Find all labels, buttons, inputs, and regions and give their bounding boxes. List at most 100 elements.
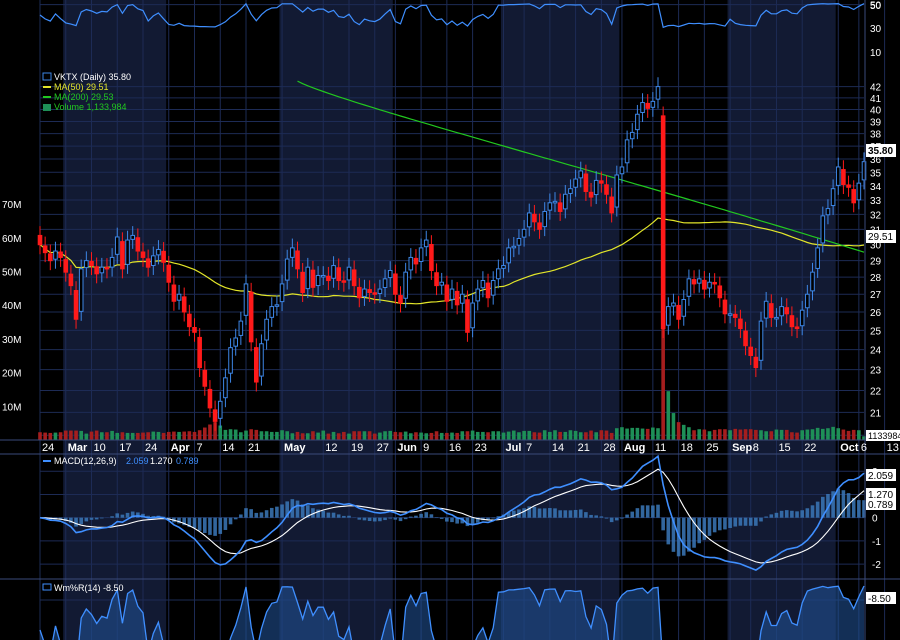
macd-histogram-bar [759, 517, 763, 522]
macd-value-boxes: 2.059 1.270 0.789 [866, 469, 896, 511]
macd-histogram-bar [645, 505, 650, 518]
x-tick-label: Jul [506, 442, 522, 454]
macd-histogram-bar [857, 500, 861, 518]
price-tick-label: 25 [870, 326, 882, 337]
macd-legend-name: MACD(12,26,9) [54, 456, 117, 466]
candle-body [228, 347, 233, 374]
macd-histogram-bar [656, 504, 660, 518]
candle-body [372, 292, 378, 295]
macd-histogram-bar [120, 514, 125, 518]
volume-bar [475, 431, 480, 440]
price-tick-label: 40 [870, 106, 882, 117]
candle-body [161, 250, 166, 263]
volume-bar [805, 429, 810, 440]
macd-histogram-bar [347, 515, 351, 518]
hist-value-box-bg [866, 498, 896, 510]
x-tick-label: 25 [706, 442, 718, 454]
x-tick-label: 21 [248, 442, 260, 454]
candle-body [712, 281, 717, 285]
candle-body [851, 189, 857, 204]
macd-histogram-bar [259, 512, 264, 518]
candle-body [135, 237, 141, 252]
volume-bar [486, 432, 490, 440]
volume-bar [130, 432, 135, 440]
volume-bar [573, 430, 578, 440]
volume-bar [537, 432, 542, 440]
volume-bar [372, 433, 377, 440]
candle-body [650, 100, 656, 108]
candle-body [326, 275, 331, 282]
volume-bar [501, 432, 506, 440]
hist-value: 0.789 [868, 500, 893, 511]
candle-body [68, 273, 74, 287]
volume-bar [563, 431, 568, 440]
price-tick-label: 28 [870, 273, 882, 284]
volume-bar [94, 430, 99, 440]
volume-bar [712, 429, 717, 440]
candle-body [665, 306, 671, 326]
volume-bar [707, 431, 712, 440]
candle-body [485, 282, 491, 299]
macd-histogram-bar [681, 517, 686, 556]
macd-histogram-bar [836, 488, 841, 518]
volume-bar [723, 429, 727, 440]
price-tick-label: 50 [870, 1, 882, 12]
macd-histogram-bar [177, 517, 181, 524]
candle-body [732, 313, 738, 318]
candle-body [413, 257, 419, 265]
macd-histogram-bar [810, 505, 815, 518]
x-tick-label: 11 [655, 442, 666, 454]
macd-histogram-bar [218, 517, 223, 534]
macd-value: 2.059 [868, 471, 893, 482]
macd-histogram-bar [671, 517, 676, 552]
macd-histogram-bar [460, 517, 465, 524]
macd-histogram-bar [738, 517, 743, 526]
price-tick-label: 23 [870, 366, 882, 377]
volume-tick-label: 10M [2, 402, 21, 413]
macd-histogram-bar [548, 508, 552, 518]
macd-histogram-bar [228, 517, 233, 525]
x-tick-label: 7 [197, 442, 203, 454]
candle-body [547, 202, 553, 211]
volume-bar [197, 430, 202, 440]
candle-body [799, 309, 805, 327]
willr-area [40, 586, 864, 640]
volume-bar [779, 429, 784, 440]
candle-body [768, 303, 774, 318]
macd-histogram-bar [511, 510, 516, 518]
top-tick-label: 50 [870, 1, 882, 12]
price-last-box: 35.80 [866, 144, 896, 157]
macd-histogram-bar [378, 517, 382, 522]
macd-histogram-bar [223, 517, 228, 530]
macd-histogram-bar [774, 512, 779, 518]
top-oscillator-line [39, 2, 865, 29]
macd-legend-hist: 0.789 [176, 456, 199, 466]
candle-body [614, 174, 620, 208]
candle-body [794, 326, 800, 330]
volume-bar [625, 428, 629, 440]
candle-body [295, 250, 300, 270]
volume-bar [826, 428, 830, 440]
macd-histogram-bar [769, 514, 774, 518]
volume-bar [455, 432, 459, 440]
macd-histogram-bar [321, 510, 326, 518]
candle-body [253, 347, 259, 383]
candle-body [351, 269, 357, 287]
volume-bar [548, 431, 552, 440]
signal-value: 1.270 [868, 490, 893, 501]
volume-bar [110, 430, 114, 440]
macd-histogram-bar [815, 501, 820, 518]
macd-histogram-bar [553, 508, 557, 518]
candle-body [496, 268, 501, 280]
price-tick-label: 29 [870, 257, 882, 268]
macd-histogram-bar [166, 517, 171, 520]
macd-signal-line [39, 468, 865, 564]
candle-body [58, 251, 63, 258]
volume-last-value: 1133984 [868, 431, 900, 441]
price-last-value: 35.80 [868, 146, 893, 157]
candle-body [114, 236, 120, 255]
candle-body [362, 288, 367, 297]
x-tick-label: 10 [94, 442, 106, 454]
price-tick-label: 36 [870, 155, 882, 166]
candle-body [120, 241, 125, 270]
